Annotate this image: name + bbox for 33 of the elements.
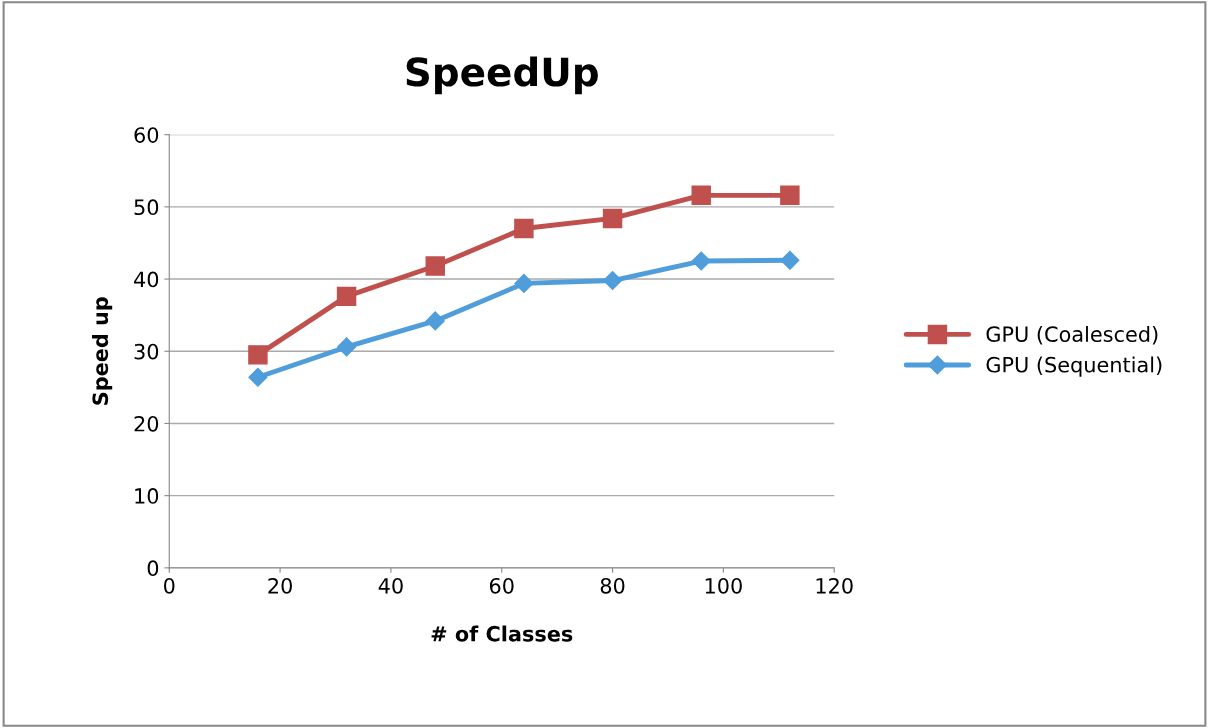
point	[780, 250, 800, 270]
chart-title: SpeedUp	[406, 56, 598, 95]
x-tick-label: 40	[378, 577, 403, 594]
y-tick-label: 30	[134, 343, 159, 360]
y-tick-label: 60	[134, 127, 159, 143]
legend-label: GPU (Coalesced)	[986, 325, 1158, 345]
point	[691, 251, 711, 271]
x-tick-label: 20	[268, 577, 292, 594]
point	[514, 273, 534, 293]
y-tick-label: 50	[134, 199, 159, 216]
y-tick-label: 20	[134, 415, 159, 432]
point	[691, 185, 711, 206]
y-tick-label: 0	[147, 560, 159, 577]
point	[248, 367, 268, 387]
point	[603, 270, 623, 291]
y-tick-label: 10	[135, 488, 159, 504]
legend-label: GPU (Sequential)	[986, 356, 1162, 377]
x-tick-label: 80	[600, 577, 625, 594]
x-tick-label: 0	[164, 577, 175, 594]
x-axis-title: # of Classes	[431, 625, 573, 642]
x-tick-label: 100	[705, 577, 742, 594]
point	[425, 311, 445, 331]
x-tick-label: 60	[489, 577, 514, 594]
point	[248, 345, 268, 365]
x-tick-label: 120	[816, 577, 853, 594]
y-axis-title: Speed up	[92, 297, 113, 405]
y-tick-label: 40	[134, 271, 159, 288]
point	[780, 185, 800, 206]
point	[337, 337, 357, 357]
point	[425, 256, 445, 276]
point	[336, 286, 357, 307]
point	[602, 208, 623, 229]
point	[514, 218, 534, 239]
